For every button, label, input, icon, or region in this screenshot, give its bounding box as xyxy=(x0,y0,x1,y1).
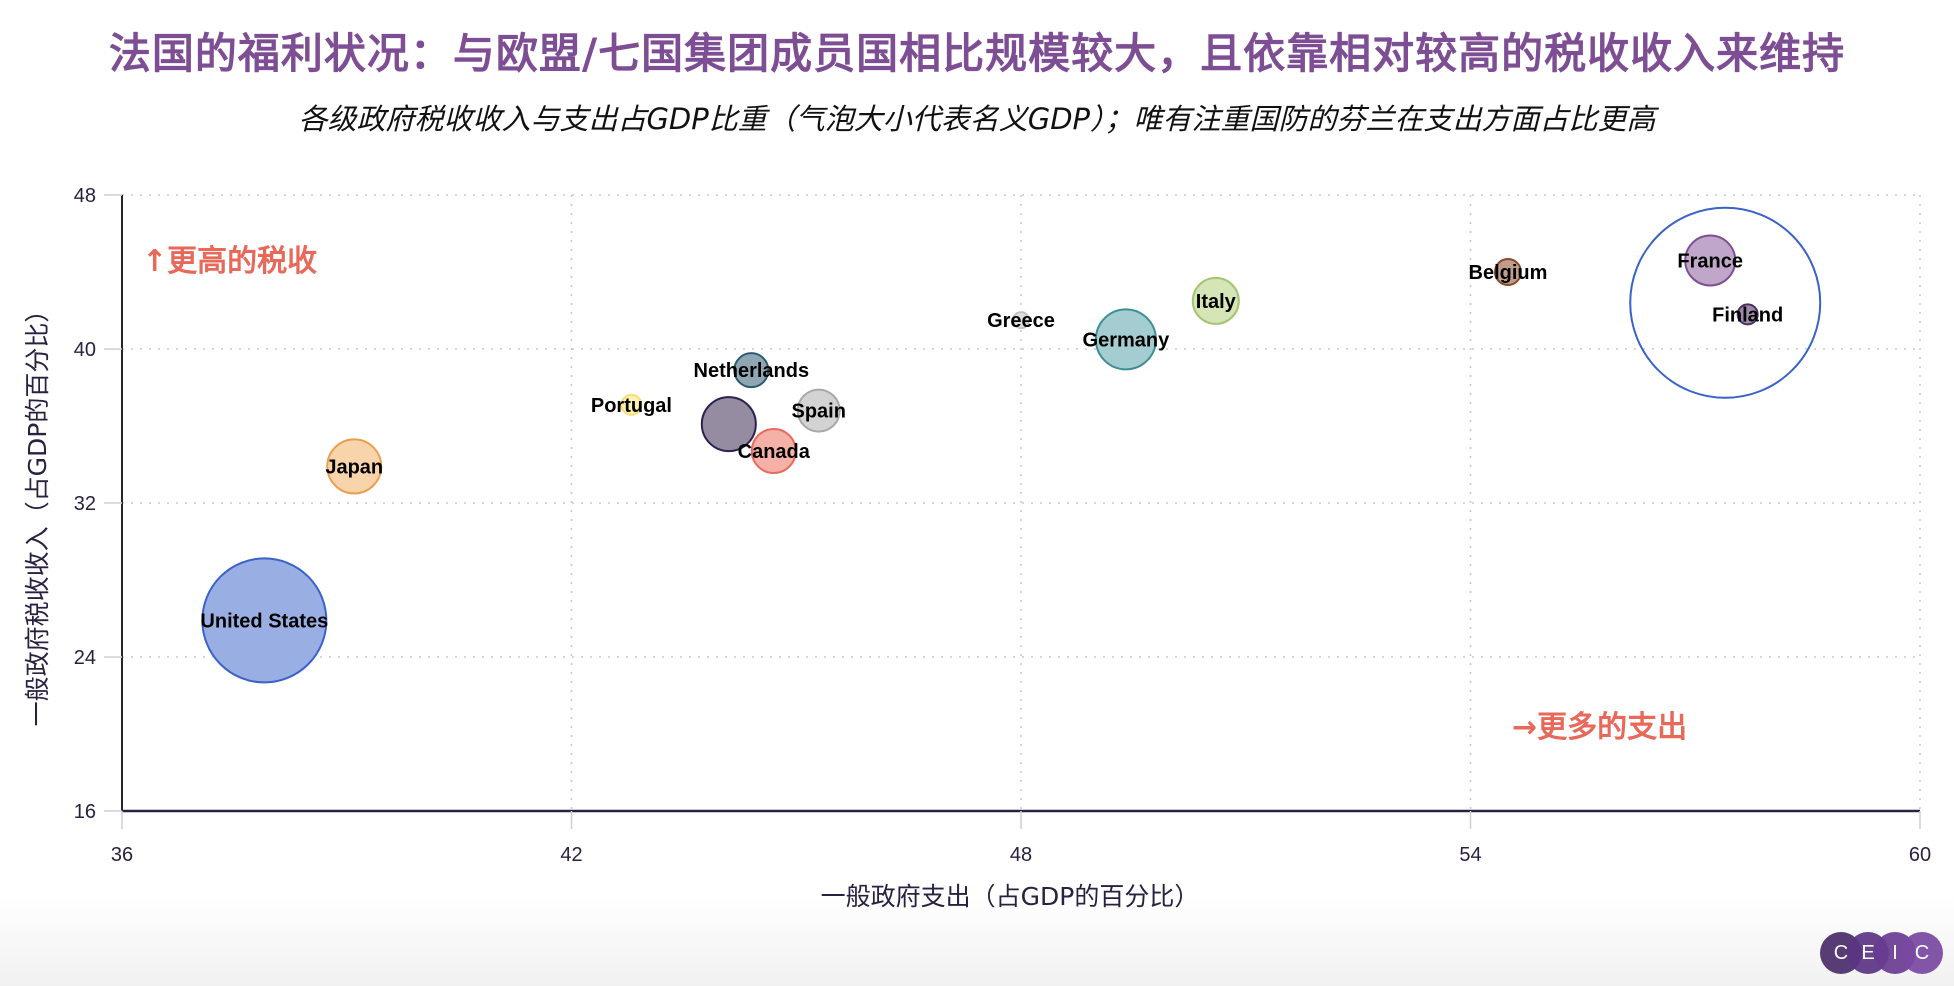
x-tick-label: 42 xyxy=(560,844,582,866)
bubble-greece[interactable] xyxy=(1012,311,1030,330)
bubble-japan[interactable] xyxy=(326,438,383,495)
bubble-label: Japan xyxy=(325,456,383,478)
bubble-label: Germany xyxy=(1083,329,1171,351)
y-axis-ticks: 16 24 32 40 48 xyxy=(74,185,122,823)
bubble-united-states[interactable] xyxy=(201,557,328,684)
bubble-italy[interactable] xyxy=(1191,276,1240,325)
x-tick-label: 54 xyxy=(1459,844,1481,866)
bubble-label: Portugal xyxy=(591,395,672,417)
bubble-spain[interactable] xyxy=(796,388,841,433)
x-axis-title: 一般政府支出（占GDP的百分比） xyxy=(821,882,1200,911)
bubble-label: Belgium xyxy=(1469,262,1548,284)
bubble-united-kingdom[interactable] xyxy=(700,396,757,453)
y-tick-label: 24 xyxy=(74,647,96,669)
bubble-germany[interactable] xyxy=(1094,308,1157,371)
y-tick-label: 48 xyxy=(74,185,96,207)
x-tick-label: 48 xyxy=(1010,844,1032,866)
footer-background xyxy=(0,896,1954,986)
y-tick-label: 16 xyxy=(74,801,96,823)
bubble-france[interactable] xyxy=(1684,234,1737,287)
bubble-belgium[interactable] xyxy=(1493,258,1522,286)
annotation-higher-tax: ↑更高的税收 xyxy=(142,244,318,279)
highlight-ring xyxy=(1629,206,1822,399)
bubble-label: Finland xyxy=(1712,304,1783,326)
bubble-label: Greece xyxy=(987,310,1055,332)
bubble-portugal[interactable] xyxy=(620,393,643,416)
bubble-label: Spain xyxy=(791,401,845,423)
y-tick-label: 32 xyxy=(74,493,96,515)
bubble-labels: United States Japan Portugal Netherlands Can… xyxy=(200,250,1783,632)
x-tick-label: 60 xyxy=(1909,844,1931,866)
bubble-finland[interactable] xyxy=(1736,303,1759,326)
bubble-netherlands[interactable] xyxy=(733,352,770,389)
y-axis-title: 一般政府税收收入（占GDP的百分比） xyxy=(23,298,52,727)
logo-letter: C xyxy=(1901,932,1943,974)
bubble-label: Italy xyxy=(1196,291,1237,313)
chart-title: 法国的福利状况：与欧盟/七国集团成员国相比规模较大，且依靠相对较高的税收收入来维… xyxy=(108,29,1846,78)
bubble-label: Canada xyxy=(738,441,811,463)
x-tick-label: 36 xyxy=(111,844,133,866)
bubble-label: United States xyxy=(200,610,328,632)
bubble-canada[interactable] xyxy=(750,428,797,475)
chart-subtitle: 各级政府税收收入与支出占GDP比重（气泡大小代表名义GDP）；唯有注重国防的芬兰… xyxy=(298,102,1656,136)
y-tick-label: 40 xyxy=(74,339,96,361)
bubble-label: France xyxy=(1677,250,1743,272)
bubble-label: Netherlands xyxy=(694,360,810,382)
annotation-more-spending: →更多的支出 xyxy=(1512,710,1688,745)
bubbles xyxy=(201,234,1759,684)
gridlines xyxy=(122,194,1921,811)
x-axis-ticks: 36 42 48 54 60 xyxy=(111,811,1931,866)
